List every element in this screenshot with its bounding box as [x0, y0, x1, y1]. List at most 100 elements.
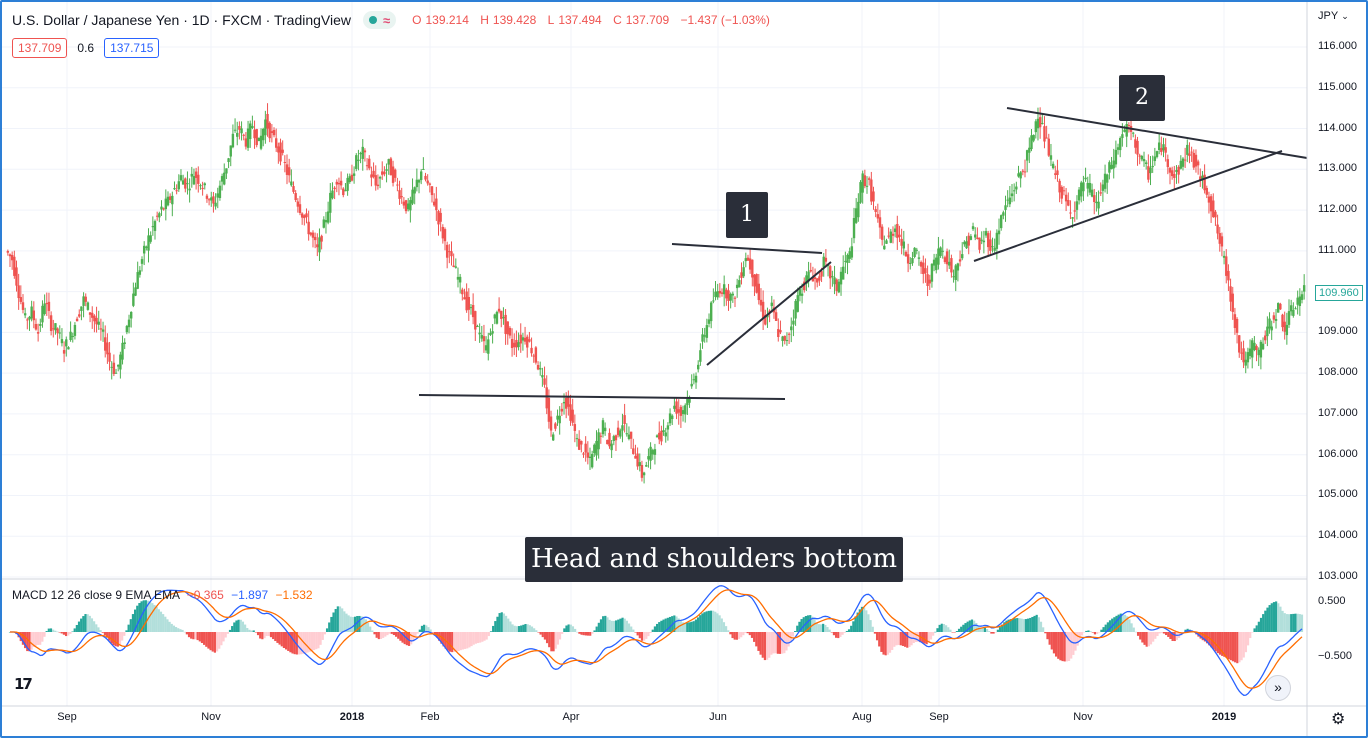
- candle-body: [179, 175, 183, 181]
- macd-hist-bar: [863, 607, 866, 632]
- candle-body: [1067, 199, 1070, 206]
- candle-body: [62, 350, 66, 354]
- time-tick-label: Apr: [562, 711, 580, 723]
- candle-body: [870, 179, 873, 202]
- macd-hist-bar: [371, 630, 374, 632]
- bid-button[interactable]: 137.709: [12, 38, 68, 58]
- candle-body: [43, 303, 46, 315]
- macd-hist-bar: [1246, 632, 1250, 646]
- macd-hist-bar: [621, 617, 624, 632]
- macd-hist-bar: [1033, 615, 1036, 632]
- macd-hist-bar: [164, 616, 167, 632]
- candle-body: [560, 408, 564, 412]
- macd-tick-label: −0.500: [1318, 650, 1352, 662]
- macd-hist-bar: [416, 632, 419, 634]
- candle-body: [1138, 155, 1141, 157]
- macd-hist-bar: [1039, 621, 1043, 632]
- macd-hist-bar: [403, 632, 406, 645]
- macd-hist-bar: [817, 624, 820, 632]
- candle-body: [1125, 123, 1128, 137]
- macd-legend[interactable]: MACD 12 26 close 9 EMA EMA −0.365 −1.897…: [12, 588, 313, 602]
- macd-hist-bar: [940, 623, 943, 632]
- candle-body: [839, 271, 843, 285]
- macd-hist-bar: [955, 631, 958, 632]
- macd-hist-bar: [748, 632, 751, 636]
- candle-body: [346, 177, 349, 191]
- candle-body: [448, 251, 451, 253]
- macd-hist-bar: [364, 619, 367, 632]
- candle-body: [958, 259, 962, 262]
- macd-hist-bar: [166, 619, 169, 632]
- macd-hist-bar: [705, 611, 708, 632]
- macd-hist-bar: [550, 632, 553, 652]
- candle-body: [15, 267, 18, 286]
- trendlines: [418, 107, 1308, 400]
- macd-hist-bar: [429, 629, 432, 632]
- candle-body: [541, 375, 544, 378]
- candle-body: [242, 134, 245, 136]
- pennant-1-lower: [706, 261, 832, 366]
- signal-line: [10, 589, 1303, 689]
- macd-hist-bar: [839, 632, 842, 637]
- candle-body: [928, 279, 931, 284]
- macd-hist-bar: [220, 632, 223, 646]
- candle-body: [1108, 162, 1111, 173]
- candle-body: [829, 266, 832, 279]
- macd-hist-bar: [347, 615, 350, 632]
- candle-body: [320, 235, 323, 242]
- macd-hist-bar: [599, 619, 603, 632]
- gear-icon[interactable]: ⚙: [1331, 711, 1346, 728]
- candle-body: [545, 387, 548, 409]
- macd-hist-bar: [517, 626, 521, 632]
- ask-button[interactable]: 137.715: [104, 38, 160, 58]
- candle-body: [1054, 173, 1057, 175]
- macd-hist-bar: [867, 614, 870, 632]
- macd-hist-bar: [686, 622, 689, 632]
- macd-hist-bar: [21, 632, 25, 645]
- macd-hist-bar: [994, 632, 997, 633]
- candle-body: [370, 174, 373, 178]
- candle-body: [785, 340, 789, 342]
- macd-hist-bar: [1156, 632, 1159, 637]
- macd-hist-bar: [694, 619, 698, 632]
- macd-hist-bar: [1020, 618, 1023, 632]
- candle-body: [917, 257, 921, 259]
- macd-hist-bar: [213, 632, 217, 653]
- macd-hist-bar: [84, 614, 87, 632]
- candle-body: [1186, 144, 1189, 155]
- candle-body: [1181, 158, 1185, 167]
- macd-hist-bar: [964, 623, 967, 632]
- tradingview-logo-icon[interactable]: 17: [14, 675, 33, 693]
- macd-hist-bar: [1249, 632, 1252, 639]
- macd-hist-bar: [479, 632, 482, 643]
- candle-body: [458, 276, 462, 283]
- price-tick-label: 116.000: [1318, 40, 1357, 52]
- macd-hist-bar: [625, 620, 628, 632]
- candle-body: [991, 246, 994, 248]
- scroll-to-realtime-icon[interactable]: »: [1265, 675, 1291, 701]
- candle-body: [1049, 155, 1053, 160]
- market-status-pill[interactable]: ≈: [363, 11, 397, 29]
- candle-body: [852, 218, 856, 239]
- candle-body: [339, 180, 343, 186]
- macd-hist-bar: [513, 625, 516, 632]
- time-tick-label: Nov: [1073, 711, 1093, 723]
- candle-body: [205, 195, 209, 199]
- candle-body: [766, 315, 769, 318]
- candle-body: [303, 215, 306, 219]
- candle-body: [986, 233, 990, 248]
- macd-pane: [8, 585, 1304, 696]
- candle-body: [707, 319, 711, 324]
- candle-body: [274, 138, 278, 148]
- spread-value: 0.6: [77, 41, 95, 55]
- macd-hist-bar: [384, 632, 387, 637]
- macd-hist-bar: [1115, 615, 1118, 632]
- symbol-title[interactable]: U.S. Dollar / Japanese Yen · 1D · FXCM ·…: [12, 12, 352, 28]
- currency-selector[interactable]: JPY ⌄: [1318, 10, 1349, 22]
- candle-body: [1251, 340, 1254, 358]
- macd-hist-bar: [200, 632, 204, 644]
- candle-body: [523, 337, 527, 342]
- candle-body: [634, 455, 637, 459]
